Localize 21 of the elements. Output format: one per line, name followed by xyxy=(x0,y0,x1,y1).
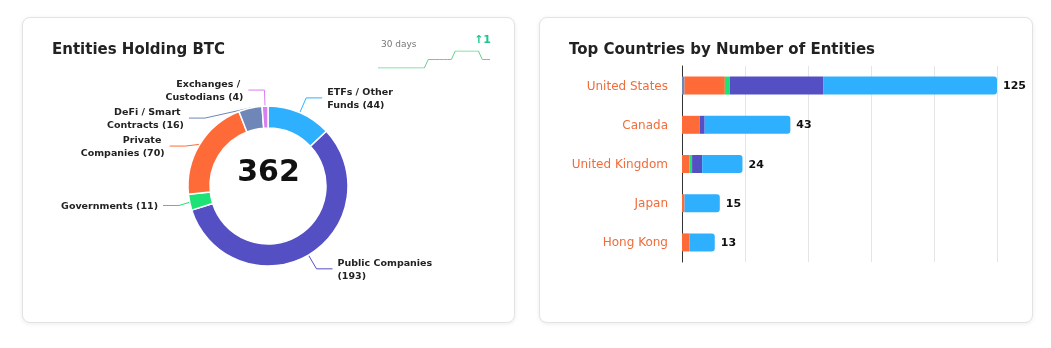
y-tick-label: Japan xyxy=(633,196,668,211)
chart-title: 30 days xyxy=(381,38,417,49)
slice-label: Governments (11) xyxy=(61,199,158,211)
y-tick-label: Hong Kong xyxy=(602,235,668,250)
annotation: 15 xyxy=(725,196,742,210)
slice-label: Public Companies (193) xyxy=(337,256,436,281)
y-tick-label: United Kingdom xyxy=(571,157,668,171)
annotation: 13 xyxy=(720,235,737,249)
y-tick-label: United States xyxy=(586,78,668,93)
y-tick-label: Canada xyxy=(622,117,668,132)
text: ↑1 xyxy=(474,33,491,46)
slice-label: ETFs / Other Funds (44) xyxy=(327,85,397,110)
chart-title: Top Countries by Number of Entities xyxy=(569,39,876,58)
annotation: 125 xyxy=(1003,79,1026,93)
slice-label: DeFi / Smart Contracts (16) xyxy=(107,106,184,131)
slice-label: Exchanges / Custodians (4) xyxy=(165,78,244,103)
slice-label: Private Companies (70) xyxy=(80,134,165,159)
annotation: 24 xyxy=(748,157,765,171)
annotation: 43 xyxy=(796,118,812,132)
text: 362 xyxy=(237,152,300,188)
chart-title: Entities Holding BTC xyxy=(52,39,226,58)
